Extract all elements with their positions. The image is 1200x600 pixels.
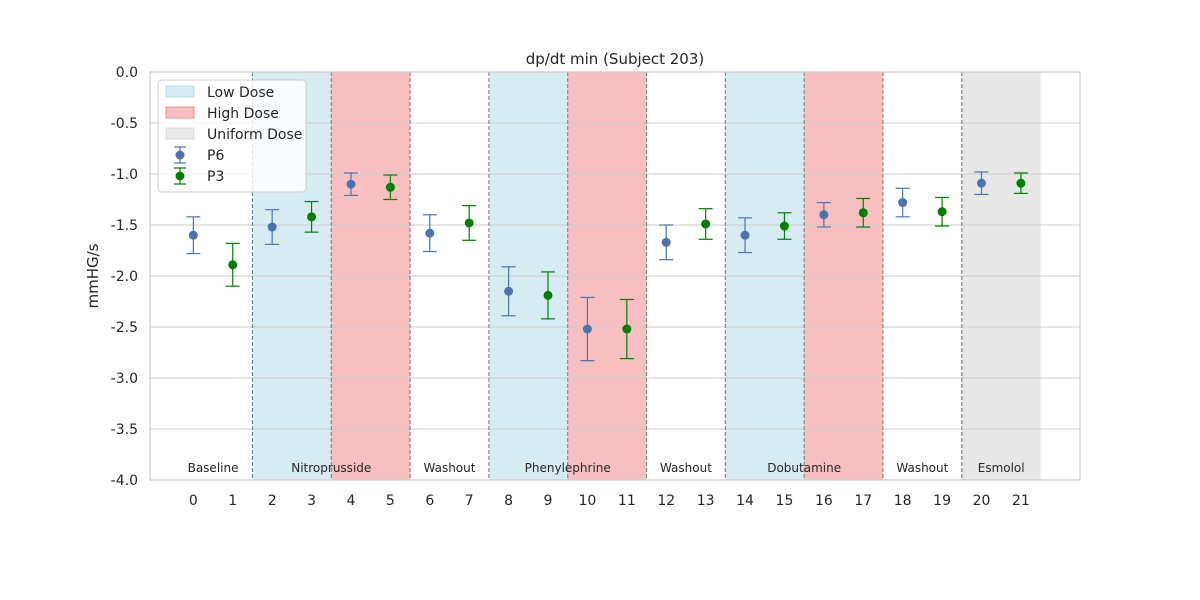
x-tick-label: 18 xyxy=(894,493,912,509)
phase-label: Nitroprusside xyxy=(291,461,371,475)
data-point xyxy=(976,178,986,188)
phase-label: Washout xyxy=(896,461,948,475)
phase-label: Washout xyxy=(660,461,712,475)
y-tick-label: -3.0 xyxy=(111,371,138,387)
series-P6 xyxy=(186,171,989,362)
legend-box xyxy=(157,79,307,193)
legend-label: P3 xyxy=(207,169,224,185)
x-tick-label: 21 xyxy=(1012,493,1030,509)
y-tick-label: -4.0 xyxy=(111,473,138,489)
phase-label: Dobutamine xyxy=(767,461,841,475)
legend-label: Low Dose xyxy=(207,85,274,101)
data-point xyxy=(819,210,829,220)
data-point xyxy=(1016,178,1026,188)
x-tick-label: 1 xyxy=(228,493,237,509)
plot-frame xyxy=(149,71,1081,481)
phase-labels: Baseline Nitroprusside Washout Phenylephrin… xyxy=(188,461,1025,475)
phase-label: Washout xyxy=(424,461,476,475)
x-axis-ticks: 0 1 2 3 4 5 6 7 8 9 10 11 12 13 14 15 16 17 18 19 20 21 xyxy=(189,493,1030,509)
data-point xyxy=(385,182,395,192)
data-point xyxy=(228,260,238,270)
legend-label: Uniform Dose xyxy=(207,127,302,143)
legend-swatch xyxy=(165,127,195,140)
data-point xyxy=(267,222,277,232)
data-point xyxy=(464,218,474,228)
y-tick-label: -0.5 xyxy=(111,116,138,132)
data-point xyxy=(582,324,592,334)
data-point xyxy=(779,221,789,231)
x-tick-label: 8 xyxy=(504,493,513,509)
data-point xyxy=(740,230,750,240)
legend-swatch xyxy=(165,106,195,119)
data-series xyxy=(186,171,1028,362)
x-tick-label: 9 xyxy=(544,493,553,509)
y-axis-ticks: 0.0 -0.5 -1.0 -1.5 -2.0 -2.5 -3.0 -3.5 -4.0 xyxy=(111,65,138,489)
series-P3 xyxy=(225,172,1028,360)
data-point xyxy=(898,198,908,208)
y-tick-label: -3.5 xyxy=(111,422,138,438)
legend-marker xyxy=(175,171,185,181)
legend-label: High Dose xyxy=(207,106,279,122)
y-tick-label: -2.5 xyxy=(111,320,138,336)
phase-label: Phenylephrine xyxy=(525,461,611,475)
chart-title: dp/dt min (Subject 203) xyxy=(526,50,705,68)
x-tick-label: 12 xyxy=(657,493,675,509)
legend-swatch xyxy=(165,85,195,98)
data-point xyxy=(425,228,435,238)
x-tick-label: 14 xyxy=(736,493,754,509)
x-tick-label: 20 xyxy=(973,493,991,509)
data-point xyxy=(661,237,671,247)
x-tick-label: 0 xyxy=(189,493,198,509)
x-tick-label: 19 xyxy=(933,493,951,509)
x-tick-label: 5 xyxy=(386,493,395,509)
legend-label: P6 xyxy=(207,148,224,164)
y-tick-label: -1.0 xyxy=(111,167,138,183)
data-point xyxy=(188,230,198,240)
y-tick-label: -2.0 xyxy=(111,269,138,285)
x-tick-label: 3 xyxy=(307,493,316,509)
data-point xyxy=(858,208,868,218)
x-tick-label: 4 xyxy=(347,493,356,509)
data-point xyxy=(346,179,356,189)
data-point xyxy=(504,286,514,296)
phase-label: Baseline xyxy=(188,461,239,475)
data-point xyxy=(307,212,317,222)
x-tick-label: 16 xyxy=(815,493,833,509)
phase-label: Esmolol xyxy=(978,461,1025,475)
data-point xyxy=(701,219,711,229)
x-tick-label: 2 xyxy=(268,493,277,509)
y-axis-label: mmHG/s xyxy=(84,243,102,308)
x-tick-label: 15 xyxy=(776,493,794,509)
data-point xyxy=(937,207,947,217)
y-tick-label: 0.0 xyxy=(116,65,138,81)
x-tick-label: 17 xyxy=(854,493,872,509)
legend-marker xyxy=(175,150,185,160)
y-tick-label: -1.5 xyxy=(111,218,138,234)
x-tick-label: 10 xyxy=(579,493,597,509)
data-point xyxy=(543,290,553,300)
x-tick-label: 11 xyxy=(618,493,636,509)
legend: Low Dose High Dose Uniform Dose P6 P3 xyxy=(157,79,307,193)
x-tick-label: 6 xyxy=(425,493,434,509)
x-tick-label: 13 xyxy=(697,493,715,509)
data-point xyxy=(622,324,632,334)
x-tick-label: 7 xyxy=(465,493,474,509)
